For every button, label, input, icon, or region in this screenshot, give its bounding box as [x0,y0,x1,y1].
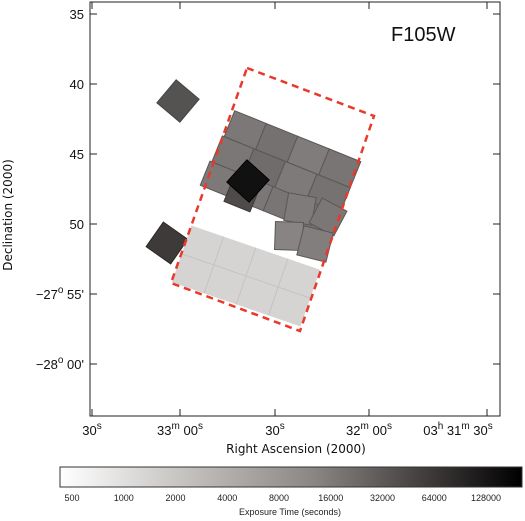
colorbar-tick-label: 16000 [318,493,343,503]
colorbar-tick-label: 2000 [165,493,185,503]
extra-tile [308,197,348,237]
colorbar-tick-label: 1000 [114,493,134,503]
footprint-layer [145,66,376,333]
y-axis-title: Declination (2000) [1,159,15,271]
x-axis-title: Right Ascension (2000) [226,442,366,456]
x-tick-label: 32m 00s [346,421,392,438]
colorbar-ticks: 500 1000 2000 4000 8000 16000 32000 64000 128000 [64,493,501,503]
x-axis-ticks [91,2,488,416]
x-tick-label: 30s [82,421,101,438]
offset-pointing-upper [156,79,200,123]
y-tick-label: 50 [70,217,84,232]
y-tick-label: 35 [70,7,84,22]
shallow-strip [171,225,321,327]
x-tick-label: 30s [265,421,284,438]
y-tick-label: 40 [70,77,84,92]
y-tick-label: −27o 55' [36,285,84,302]
colorbar-tick-label: 128000 [471,493,501,503]
x-tick-label: 33m 00s [157,421,203,438]
footprint-outline [169,66,376,333]
colorbar-tick-label: 500 [64,493,79,503]
x-tick-label: 03h 31m 30s [423,421,493,438]
y-axis-ticks [90,13,500,365]
colorbar [59,466,523,488]
offset-pointing-lower [145,221,189,265]
y-tick-label: −28o 00' [36,355,84,372]
colorbar-tick-label: 64000 [422,493,447,503]
extra-tile [296,225,334,263]
colorbar-tick-label: 8000 [269,493,289,503]
y-tick-label: 45 [70,147,84,162]
deepest-pointing [226,159,270,203]
colorbar-tick-label: 32000 [370,493,395,503]
colorbar-tick-label: 4000 [217,493,237,503]
panel-title: F105W [391,24,456,46]
colorbar-title: Exposure Time (seconds) [239,507,341,517]
